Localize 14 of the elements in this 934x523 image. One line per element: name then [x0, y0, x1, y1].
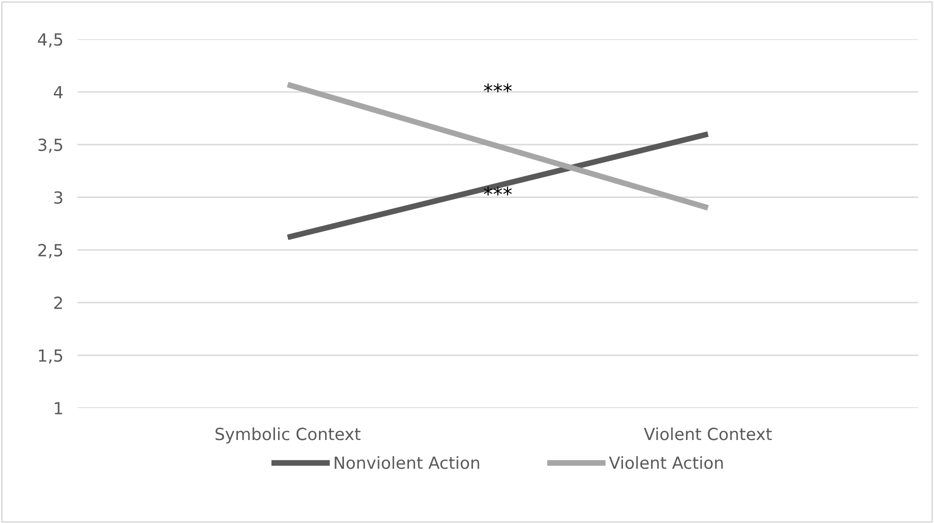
- y-tick-label: 3,5: [38, 138, 62, 153]
- legend-label: Violent Action: [608, 456, 723, 470]
- y-tick-label: 1,5: [38, 349, 62, 364]
- x-tick-label: Violent Context: [644, 427, 772, 440]
- legend-label: Nonviolent Action: [334, 456, 480, 470]
- y-tick-label: 1: [54, 402, 62, 414]
- y-tick-label: 4: [54, 86, 63, 98]
- x-tick-label: Symbolic Context: [216, 427, 361, 444]
- y-tick-label: 4,5: [38, 33, 62, 48]
- annotation: ***: [484, 186, 512, 196]
- y-tick-label: 3: [54, 191, 62, 204]
- annotation: ***: [484, 83, 512, 92]
- y-tick-label: 2,5: [38, 244, 62, 258]
- y-tick-label: 2: [54, 296, 62, 309]
